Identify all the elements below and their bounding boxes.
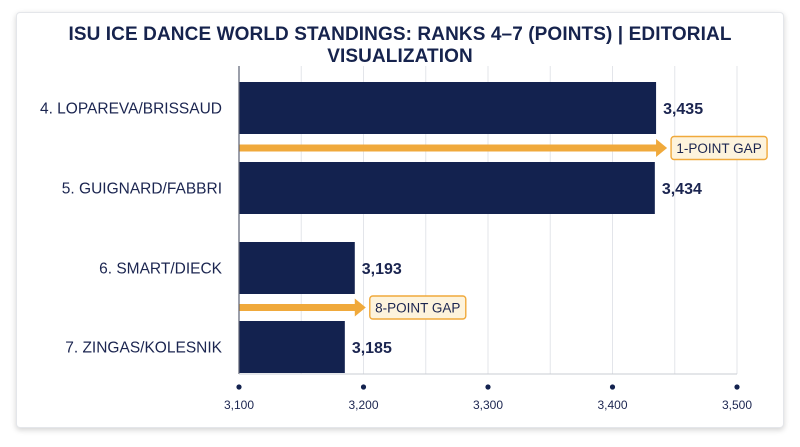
gap-annotation: 8-POINT GAP — [239, 295, 467, 320]
gap-arrow-shaft — [239, 304, 356, 311]
gap-annotations: 1-POINT GAP 8-POINT GAP — [239, 135, 768, 320]
tick-mark — [360, 384, 367, 390]
gap-arrow-shaft — [239, 144, 658, 152]
chart-card — [16, 12, 784, 428]
tick-mark — [236, 384, 242, 390]
category-label: 5. GUIGNARD/FABBRI — [62, 181, 222, 198]
category-label: 7. ZINGAS/KOLESNIK — [65, 340, 222, 357]
gap-label: 8-POINT GAP — [375, 301, 460, 316]
tick-label: 3,100 — [224, 398, 254, 412]
value-label: 3,185 — [352, 340, 392, 357]
gap-arrow-head — [656, 139, 668, 157]
tick-label: 3,300 — [473, 398, 503, 412]
gap-label-box — [369, 295, 467, 320]
value-label: 3,434 — [662, 181, 702, 198]
bars — [239, 82, 657, 373]
chart-title: ISU ICE DANCE WORLD STANDINGS: RANKS 4–7… — [68, 24, 732, 67]
tick-mark — [734, 384, 740, 390]
tick-label: 3,200 — [348, 398, 378, 412]
gap-label: 1-POINT GAP — [676, 141, 761, 156]
bar — [239, 321, 345, 373]
bar — [239, 162, 655, 214]
tick-label: 3,500 — [722, 398, 752, 412]
bar — [239, 242, 355, 294]
value-labels: 3,435 3,434 3,193 3,185 — [352, 101, 703, 357]
gap-label-box — [670, 135, 768, 161]
tick-label: 3,400 — [597, 398, 627, 412]
category-labels: 4. LOPAREVA/BRISSAUD 5. GUIGNARD/FABBRI 6.… — [40, 101, 223, 357]
gap-annotation: 1-POINT GAP — [239, 135, 768, 161]
x-axis: 3,100 3,200 3,300 3,400 3,500 — [224, 66, 752, 412]
category-label: 6. SMART/DIECK — [99, 261, 223, 278]
bar — [239, 82, 657, 134]
tick-mark — [609, 384, 616, 390]
value-label: 3,435 — [663, 101, 703, 118]
tick-mark — [485, 384, 491, 390]
gap-arrow-head — [354, 298, 366, 317]
category-label: 4. LOPAREVA/BRISSAUD — [40, 101, 222, 118]
value-label: 3,193 — [362, 261, 402, 278]
